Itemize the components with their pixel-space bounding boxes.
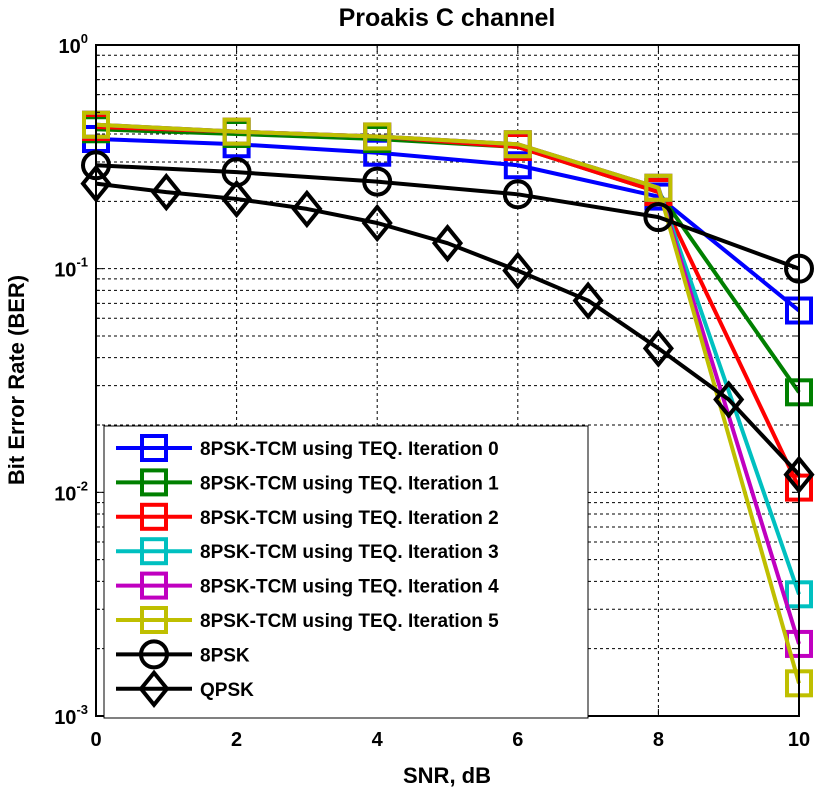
tick-layer: 0 2 4 6 8 10 100 10-1 10-2 10-3 — [54, 31, 810, 751]
data-point-square — [644, 173, 673, 202]
data-point-diamond — [502, 251, 534, 290]
legend-marker-diamond — [138, 669, 170, 708]
x-tick-label: 0 — [90, 729, 101, 751]
y-tick-label: 10-1 — [54, 255, 88, 282]
data-point-circle — [362, 166, 393, 197]
legend-label: 8PSK-TCM using TEQ. Iteration 5 — [200, 611, 499, 632]
data-point-square — [222, 117, 251, 146]
legend-item: 8PSK-TCM using TEQ. Iteration 0 — [116, 434, 499, 462]
legend-item: 8PSK-TCM using TEQ. Iteration 5 — [116, 606, 499, 634]
chart-title: Proakis C channel — [339, 4, 556, 32]
series-line — [95, 181, 801, 476]
legend-label: 8PSK-TCM using TEQ. Iteration 4 — [200, 577, 499, 598]
legend-item: 8PSK — [116, 639, 250, 670]
legend-marker-square — [140, 606, 168, 634]
data-point-circle — [502, 179, 533, 210]
legend-marker-square — [140, 537, 168, 566]
data-point-diamond — [291, 189, 323, 229]
y-axis-label: Bit Error Rate (BER) — [4, 275, 29, 485]
legend-item: QPSK — [116, 669, 254, 708]
legend: 8PSK-TCM using TEQ. Iteration 0 8PSK-TCM … — [103, 425, 589, 719]
legend-box — [103, 425, 589, 719]
legend-item: 8PSK-TCM using TEQ. Iteration 3 — [116, 537, 499, 566]
data-point-square — [503, 130, 532, 159]
data-point-diamond — [361, 203, 393, 243]
x-axis-label: SNR, dB — [403, 763, 491, 788]
y-tick-label: 10-3 — [54, 702, 88, 729]
legend-marker-square — [140, 434, 168, 462]
legend-label: 8PSK-TCM using TEQ. Iteration 2 — [200, 508, 499, 529]
legend-item: 8PSK-TCM using TEQ. Iteration 4 — [116, 571, 499, 600]
y-tick-label: 100 — [59, 31, 88, 58]
data-point-diamond — [150, 172, 182, 212]
y-tick-label: 10-2 — [54, 478, 88, 505]
series-line — [95, 122, 801, 684]
data-point-diamond — [572, 281, 604, 320]
legend-marker-square — [140, 468, 168, 497]
x-tick-label: 8 — [653, 729, 664, 751]
legend-label: QPSK — [200, 680, 254, 701]
data-point-circle — [643, 202, 674, 233]
x-tick-label: 2 — [231, 729, 242, 751]
legend-label: 8PSK-TCM using TEQ. Iteration 1 — [200, 473, 499, 494]
x-tick-label: 10 — [788, 729, 810, 751]
legend-label: 8PSK-TCM using TEQ. Iteration 0 — [200, 439, 499, 460]
series-8 — [80, 164, 815, 494]
series-line — [95, 163, 800, 271]
data-point-diamond — [221, 179, 253, 219]
x-tick-label: 6 — [512, 729, 523, 751]
x-tick-label: 4 — [372, 729, 384, 751]
legend-item: 8PSK-TCM using TEQ. Iteration 2 — [116, 502, 499, 531]
legend-marker-circle — [139, 639, 169, 670]
legend-item: 8PSK-TCM using TEQ. Iteration 1 — [116, 468, 499, 497]
data-point-diamond — [431, 224, 464, 263]
data-point-diamond — [713, 380, 745, 419]
legend-marker-square — [140, 502, 168, 531]
legend-label: 8PSK — [200, 645, 250, 666]
series-line — [95, 136, 801, 313]
data-point-square — [363, 122, 392, 151]
data-point-diamond — [642, 329, 674, 368]
legend-marker-square — [140, 571, 168, 600]
legend-label: 8PSK-TCM using TEQ. Iteration 3 — [200, 542, 499, 563]
data-point-square — [503, 151, 532, 180]
